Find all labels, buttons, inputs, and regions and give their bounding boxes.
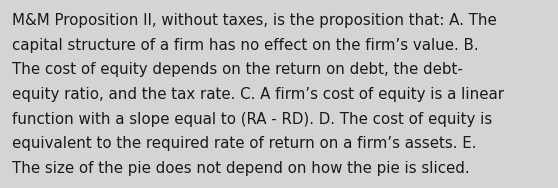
Text: equivalent to the required rate of return on a firm’s assets. E.: equivalent to the required rate of retur… [12,136,477,151]
Text: function with a slope equal to (RA - RD). D. The cost of equity is: function with a slope equal to (RA - RD)… [12,112,493,127]
Text: capital structure of a firm has no effect on the firm’s value. B.: capital structure of a firm has no effec… [12,38,479,53]
Text: M&M Proposition II, without taxes, is the proposition that: A. The: M&M Proposition II, without taxes, is th… [12,13,497,28]
Text: The cost of equity depends on the return on debt, the debt-: The cost of equity depends on the return… [12,62,463,77]
Text: The size of the pie does not depend on how the pie is sliced.: The size of the pie does not depend on h… [12,161,470,176]
Text: equity ratio, and the tax rate. C. A firm’s cost of equity is a linear: equity ratio, and the tax rate. C. A fir… [12,87,504,102]
